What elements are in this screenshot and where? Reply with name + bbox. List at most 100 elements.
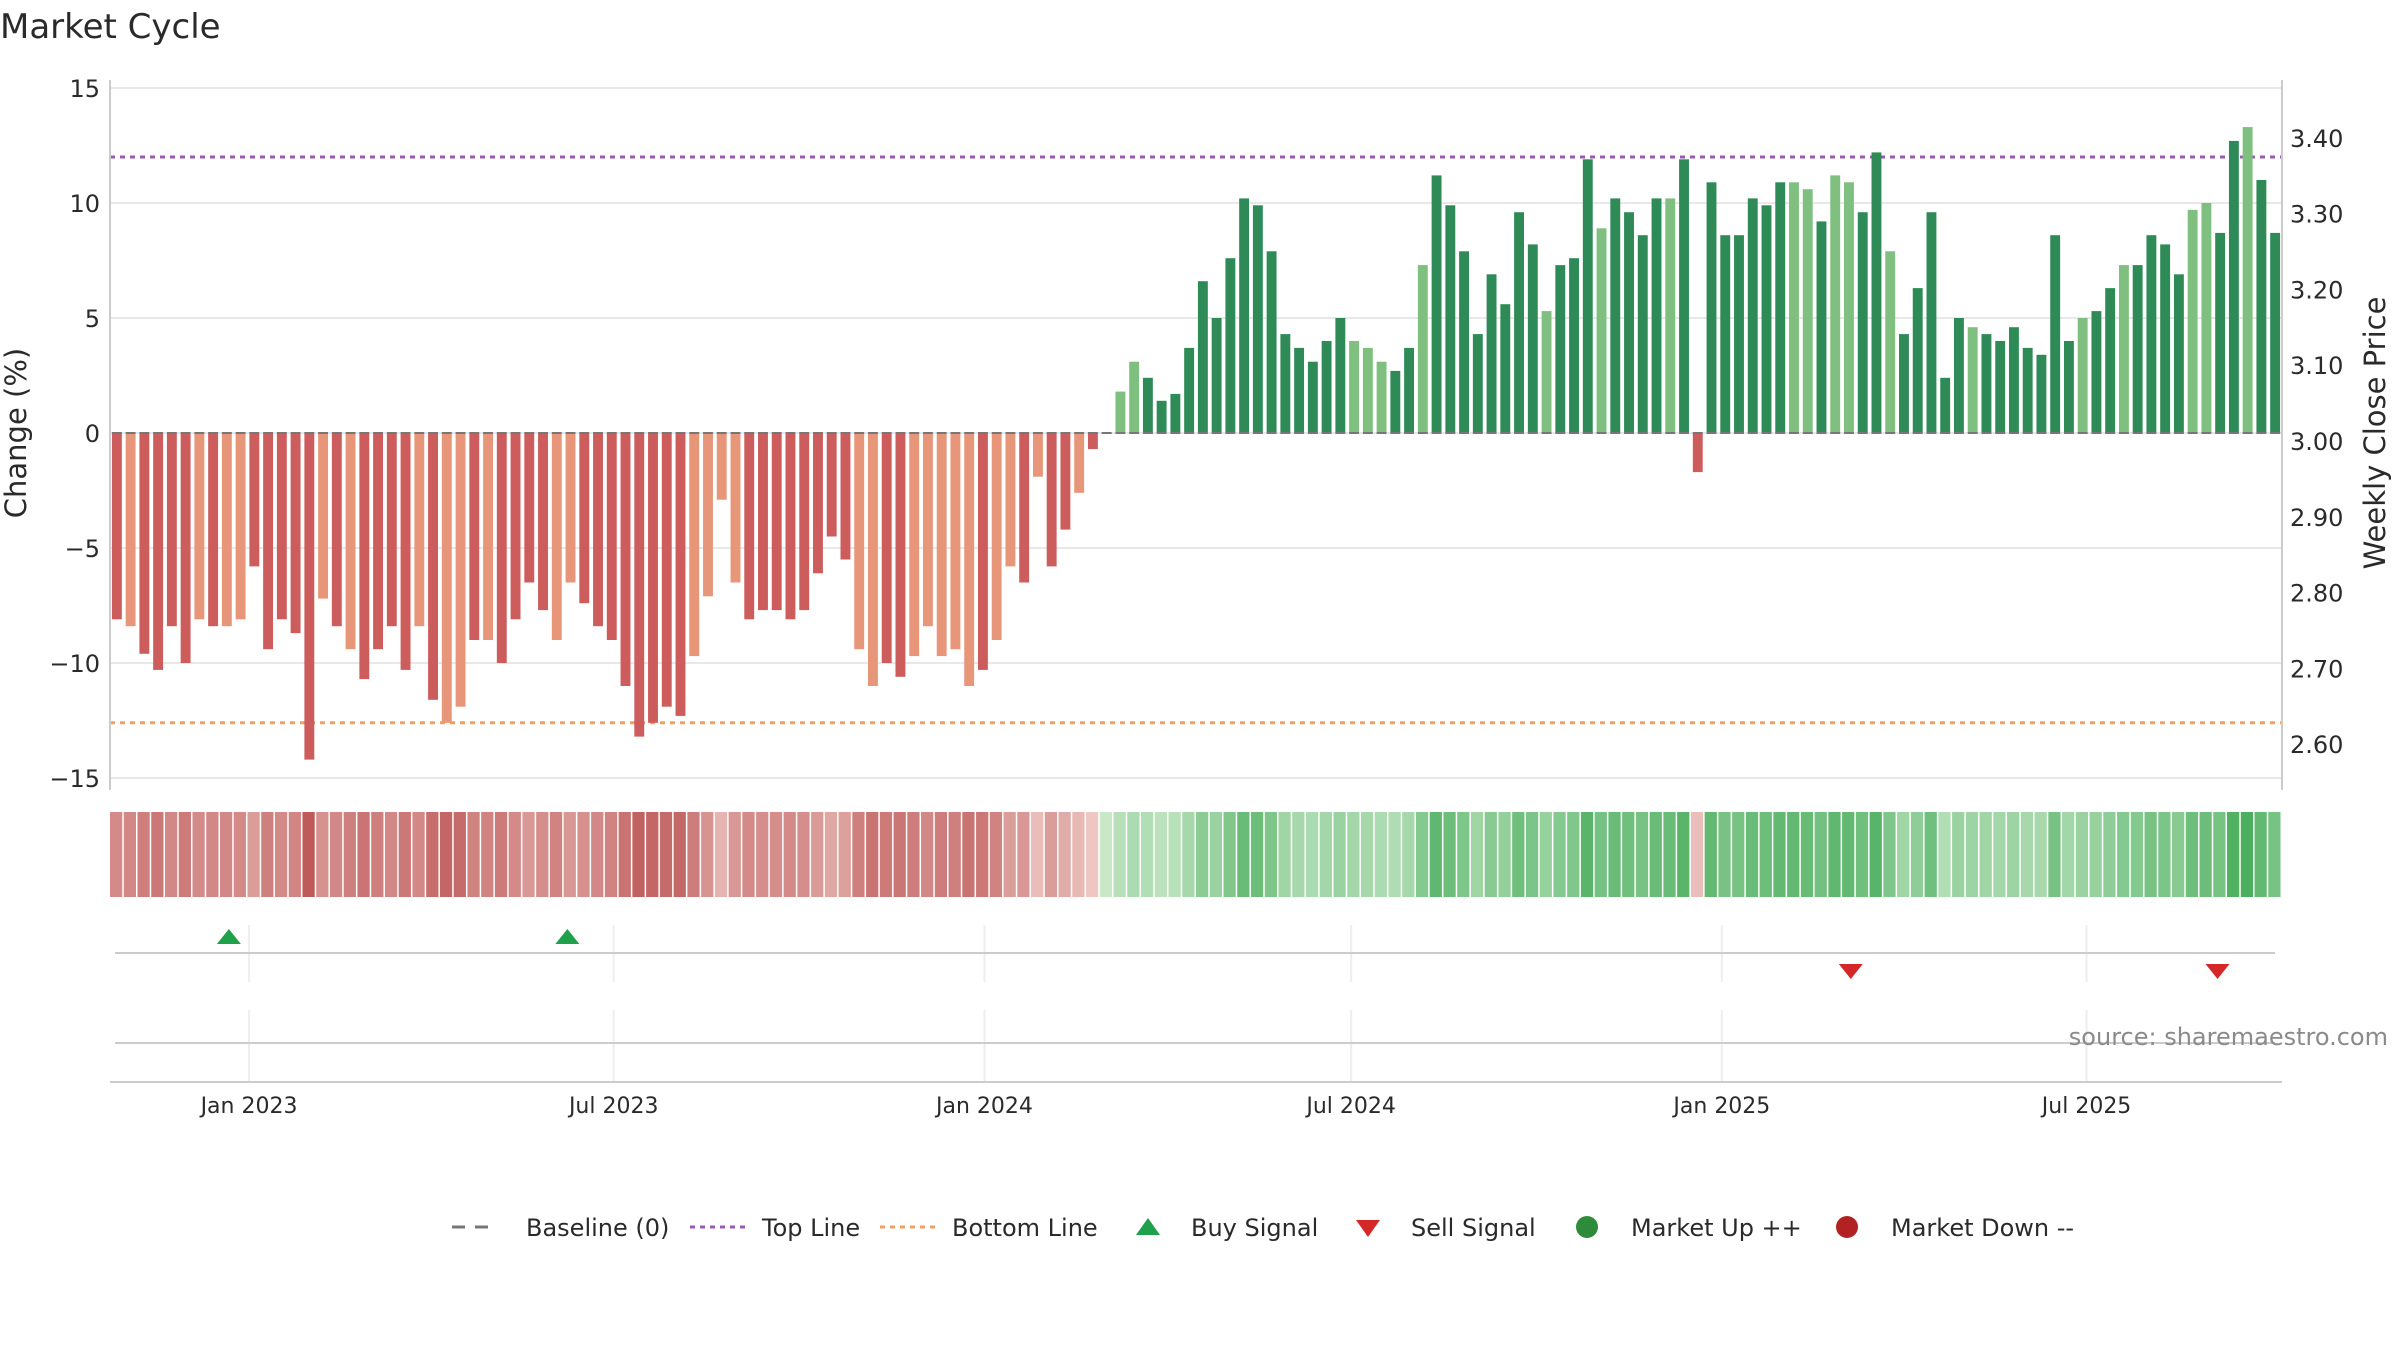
heat-cell — [1415, 812, 1429, 897]
heat-cell — [2075, 812, 2089, 897]
change-bar — [166, 433, 177, 627]
legend-label: Market Down -- — [1891, 1214, 2074, 1242]
change-bar — [1197, 281, 1208, 433]
change-bar — [1610, 198, 1621, 433]
change-bar — [1692, 433, 1703, 473]
change-bar — [565, 433, 576, 583]
change-bar — [414, 433, 425, 627]
heat-cell — [1883, 812, 1896, 897]
change-bar — [2105, 288, 2116, 433]
sell-signal-marker — [1838, 964, 1863, 979]
change-bar — [813, 433, 823, 574]
heat-cell — [824, 812, 838, 897]
change-bar — [538, 433, 548, 611]
change-bar — [1995, 341, 2006, 433]
heat-cell — [797, 812, 810, 897]
change-bar — [2118, 265, 2129, 433]
change-bar — [620, 433, 631, 686]
change-bar — [304, 433, 315, 760]
change-bar — [922, 433, 933, 627]
change-bar — [2132, 265, 2143, 433]
change-bar — [1170, 393, 1181, 433]
change-bar — [1376, 361, 1387, 433]
change-bar — [1527, 244, 1538, 433]
heat-cell — [1525, 812, 1539, 897]
change-bar — [400, 433, 411, 670]
change-bar — [1266, 251, 1277, 433]
heat-cell — [192, 812, 205, 897]
heat-cell — [1773, 812, 1786, 897]
change-bar — [1074, 433, 1085, 493]
heat-cell — [343, 812, 356, 897]
heat-cell — [398, 812, 411, 897]
change-bar — [1569, 258, 1579, 433]
heat-cell — [2117, 812, 2130, 897]
heat-cell — [742, 812, 755, 897]
change-bar — [1459, 251, 1470, 433]
heat-cell — [879, 812, 893, 897]
heat-cell — [1333, 812, 1346, 897]
change-bar — [235, 433, 246, 620]
heat-cell — [123, 812, 136, 897]
heat-cell — [1250, 812, 1264, 897]
change-bar — [1005, 433, 1016, 567]
heat-cell — [1608, 812, 1621, 897]
change-bar — [950, 433, 961, 650]
heat-cell — [2199, 812, 2212, 897]
change-bar — [826, 433, 837, 537]
legend-circle-icon — [1576, 1216, 1598, 1238]
heat-cell — [302, 812, 315, 897]
legend: Baseline (0) Top Line Bottom Line Buy Signa… — [452, 1214, 2074, 1242]
heat-cell — [1897, 812, 1910, 897]
change-bar — [1390, 370, 1401, 433]
heat-cell — [2240, 812, 2254, 897]
heat-cell — [1305, 812, 1319, 897]
x-tick-label: Jan 2024 — [934, 1094, 1033, 1119]
change-bar — [1032, 433, 1043, 477]
heat-cell — [1539, 812, 1552, 897]
change-bar — [125, 433, 136, 627]
heat-cell — [1168, 812, 1181, 897]
y-tick-right: 3.30 — [2290, 201, 2343, 229]
change-bar — [524, 433, 535, 583]
heat-cell — [1718, 812, 1731, 897]
heat-cell — [1017, 812, 1030, 897]
change-bar — [428, 433, 438, 700]
change-bar — [2008, 327, 2019, 433]
change-bar — [1500, 304, 1511, 433]
heat-cell — [1580, 812, 1594, 897]
change-bar — [1211, 318, 1222, 433]
change-bar — [1239, 198, 1250, 433]
heat-cell — [522, 812, 535, 897]
heat-cell — [1690, 812, 1704, 897]
change-bar — [483, 433, 493, 640]
heat-cell — [2034, 812, 2047, 897]
change-bar — [208, 433, 219, 627]
change-bar — [1142, 377, 1153, 433]
heat-cell — [151, 812, 164, 897]
heat-cell — [178, 812, 191, 897]
change-bar — [1637, 235, 1648, 433]
heat-cell — [1745, 812, 1759, 897]
heat-cell — [1196, 812, 1209, 897]
change-bar — [1472, 334, 1483, 433]
heat-cell — [1993, 812, 2006, 897]
heat-cell — [1058, 812, 1071, 897]
y-tick-left: −5 — [65, 535, 100, 563]
change-bar — [579, 433, 590, 604]
heat-cell — [646, 812, 659, 897]
heat-cell — [1003, 812, 1016, 897]
change-bar — [1349, 341, 1360, 433]
heat-cell — [508, 812, 521, 897]
heat-cell — [921, 812, 934, 897]
heat-cell — [1759, 812, 1772, 897]
heat-cell — [1677, 812, 1690, 897]
y-tick-right: 3.40 — [2290, 125, 2343, 153]
change-bar — [1816, 221, 1827, 433]
y-tick-right: 3.20 — [2290, 276, 2343, 304]
legend-label: Market Up ++ — [1631, 1214, 1802, 1242]
change-bar — [2091, 311, 2102, 433]
change-bar — [2228, 140, 2239, 433]
heat-cell — [247, 812, 260, 897]
